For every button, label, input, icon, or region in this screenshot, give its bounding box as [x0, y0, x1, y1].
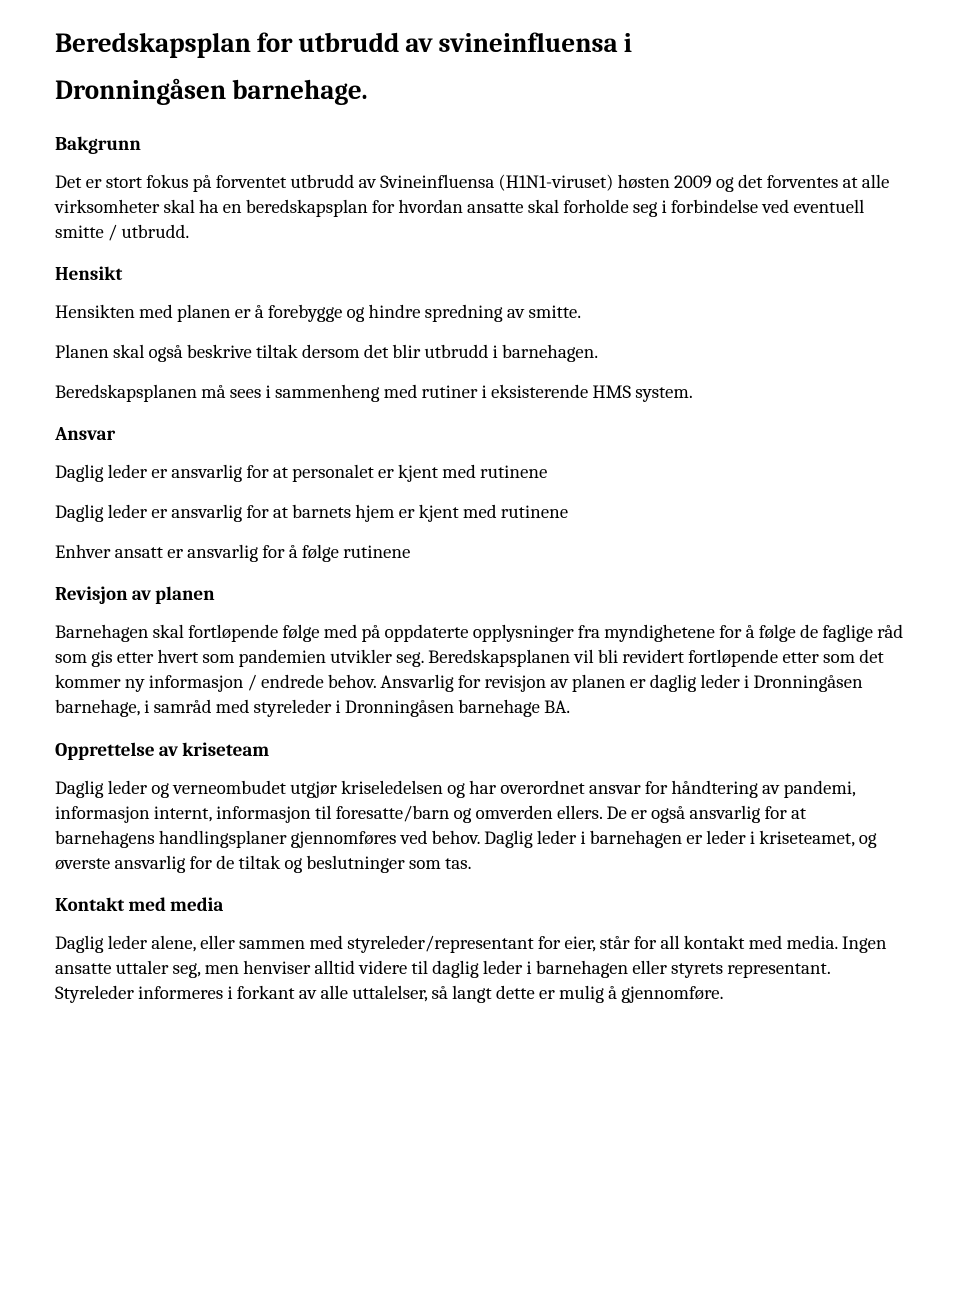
heading-hensikt: Hensikt	[55, 263, 905, 285]
paragraph-hensikt-2: Planen skal også beskrive tiltak dersom …	[55, 340, 905, 365]
paragraph-kontakt-1: Daglig leder alene, eller sammen med sty…	[55, 931, 905, 1006]
paragraph-opprettelse-1: Daglig leder og verneombudet utgjør kris…	[55, 776, 905, 876]
document-title: Beredskapsplan for utbrudd av svineinflu…	[55, 20, 905, 115]
title-line-1: Beredskapsplan for utbrudd av svineinflu…	[55, 28, 632, 59]
heading-kontakt: Kontakt med media	[55, 894, 905, 916]
paragraph-bakgrunn-1: Det er stort fokus på forventet utbrudd …	[55, 170, 905, 245]
paragraph-hensikt-3: Beredskapsplanen må sees i sammenheng me…	[55, 380, 905, 405]
heading-revisjon: Revisjon av planen	[55, 583, 905, 605]
paragraph-ansvar-2: Daglig leder er ansvarlig for at barnets…	[55, 500, 905, 525]
heading-ansvar: Ansvar	[55, 423, 905, 445]
paragraph-revisjon-1: Barnehagen skal fortløpende følge med på…	[55, 620, 905, 720]
title-line-2: Dronningåsen barnehage.	[55, 67, 905, 114]
paragraph-ansvar-1: Daglig leder er ansvarlig for at persona…	[55, 460, 905, 485]
paragraph-hensikt-1: Hensikten med planen er å forebygge og h…	[55, 300, 905, 325]
heading-bakgrunn: Bakgrunn	[55, 133, 905, 155]
paragraph-ansvar-3: Enhver ansatt er ansvarlig for å følge r…	[55, 540, 905, 565]
heading-opprettelse: Opprettelse av kriseteam	[55, 739, 905, 761]
